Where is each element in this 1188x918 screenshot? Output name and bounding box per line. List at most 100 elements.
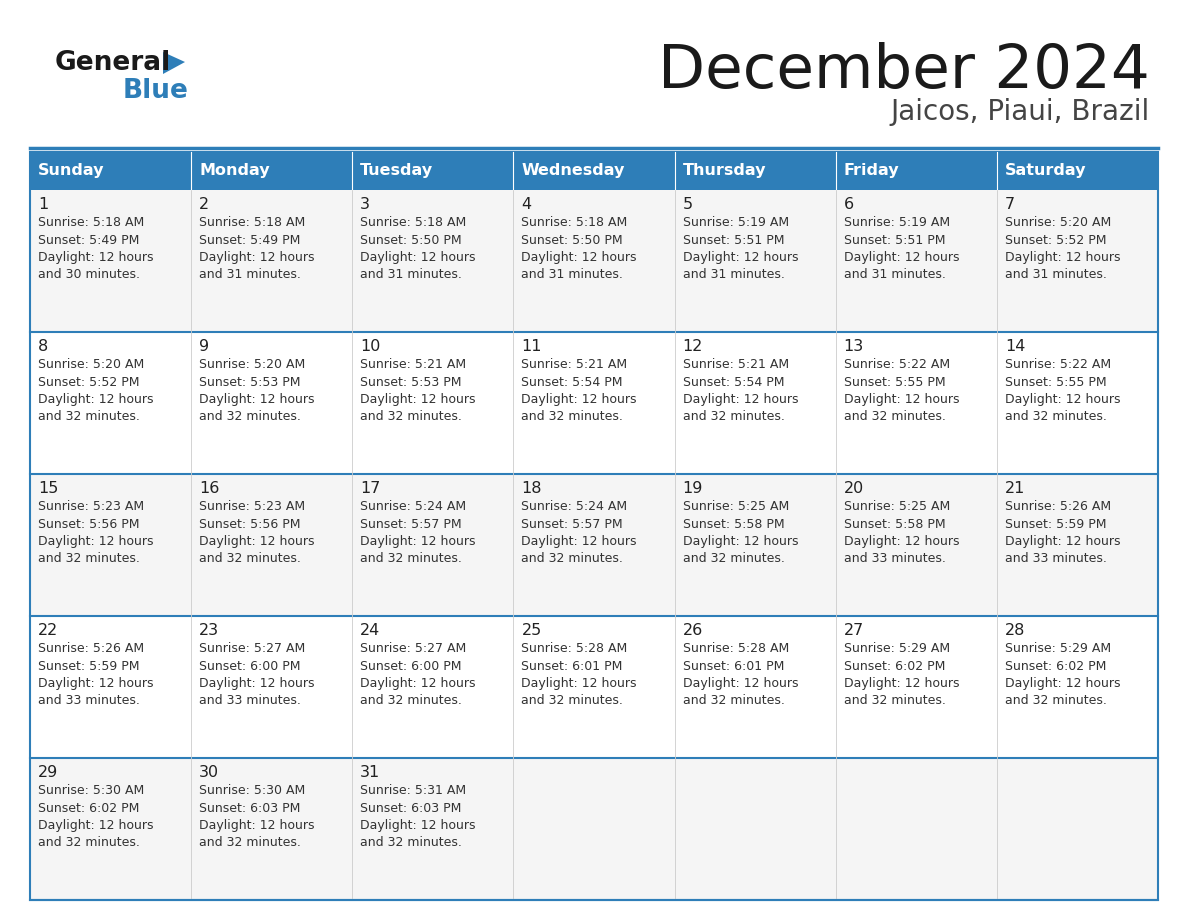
Text: Sunset: 6:03 PM: Sunset: 6:03 PM xyxy=(360,801,462,814)
Text: Sunrise: 5:20 AM: Sunrise: 5:20 AM xyxy=(200,358,305,371)
Text: Sunset: 6:00 PM: Sunset: 6:00 PM xyxy=(360,659,462,673)
Text: Daylight: 12 hours: Daylight: 12 hours xyxy=(1005,393,1120,406)
Bar xyxy=(675,616,835,758)
Text: Daylight: 12 hours: Daylight: 12 hours xyxy=(843,677,959,690)
Text: Sunrise: 5:18 AM: Sunrise: 5:18 AM xyxy=(38,216,144,229)
Text: Daylight: 12 hours: Daylight: 12 hours xyxy=(522,251,637,264)
Text: Sunrise: 5:28 AM: Sunrise: 5:28 AM xyxy=(522,642,627,655)
Text: and 32 minutes.: and 32 minutes. xyxy=(200,410,301,423)
Text: Sunset: 6:00 PM: Sunset: 6:00 PM xyxy=(200,659,301,673)
Bar xyxy=(353,616,513,758)
Text: Sunset: 5:55 PM: Sunset: 5:55 PM xyxy=(843,375,946,388)
Text: Sunset: 6:02 PM: Sunset: 6:02 PM xyxy=(843,659,946,673)
Text: Sunrise: 5:23 AM: Sunrise: 5:23 AM xyxy=(38,500,144,513)
Bar xyxy=(353,152,513,190)
Text: Sunrise: 5:29 AM: Sunrise: 5:29 AM xyxy=(1005,642,1111,655)
Bar xyxy=(835,616,997,758)
Text: 1: 1 xyxy=(38,197,49,212)
Text: 28: 28 xyxy=(1005,623,1025,638)
Text: Sunset: 5:53 PM: Sunset: 5:53 PM xyxy=(200,375,301,388)
Bar xyxy=(191,474,353,616)
Text: Sunset: 5:56 PM: Sunset: 5:56 PM xyxy=(200,518,301,531)
Text: Sunset: 5:59 PM: Sunset: 5:59 PM xyxy=(38,659,139,673)
Text: Sunrise: 5:30 AM: Sunrise: 5:30 AM xyxy=(200,784,305,797)
Text: and 32 minutes.: and 32 minutes. xyxy=(38,553,140,565)
Text: Sunset: 5:51 PM: Sunset: 5:51 PM xyxy=(683,233,784,247)
Bar xyxy=(513,152,675,190)
Bar xyxy=(675,758,835,900)
Text: and 32 minutes.: and 32 minutes. xyxy=(522,410,624,423)
Text: Sunset: 5:56 PM: Sunset: 5:56 PM xyxy=(38,518,139,531)
Text: and 32 minutes.: and 32 minutes. xyxy=(843,410,946,423)
Text: and 32 minutes.: and 32 minutes. xyxy=(360,553,462,565)
Text: and 32 minutes.: and 32 minutes. xyxy=(200,553,301,565)
Text: 31: 31 xyxy=(360,765,380,780)
Text: 11: 11 xyxy=(522,339,542,354)
Text: 22: 22 xyxy=(38,623,58,638)
Text: 21: 21 xyxy=(1005,481,1025,496)
Text: 25: 25 xyxy=(522,623,542,638)
Text: Sunrise: 5:19 AM: Sunrise: 5:19 AM xyxy=(843,216,950,229)
Text: and 32 minutes.: and 32 minutes. xyxy=(683,553,784,565)
Text: 27: 27 xyxy=(843,623,864,638)
Text: Sunrise: 5:27 AM: Sunrise: 5:27 AM xyxy=(360,642,467,655)
Bar xyxy=(997,190,1158,332)
Bar xyxy=(675,332,835,474)
Text: Daylight: 12 hours: Daylight: 12 hours xyxy=(200,677,315,690)
Text: and 31 minutes.: and 31 minutes. xyxy=(360,268,462,282)
Text: Daylight: 12 hours: Daylight: 12 hours xyxy=(360,819,475,832)
Text: Sunrise: 5:19 AM: Sunrise: 5:19 AM xyxy=(683,216,789,229)
Text: 18: 18 xyxy=(522,481,542,496)
Text: and 32 minutes.: and 32 minutes. xyxy=(843,695,946,708)
Text: 8: 8 xyxy=(38,339,49,354)
Text: Sunset: 5:57 PM: Sunset: 5:57 PM xyxy=(522,518,623,531)
Text: 19: 19 xyxy=(683,481,703,496)
Text: and 32 minutes.: and 32 minutes. xyxy=(38,836,140,849)
Text: Friday: Friday xyxy=(843,163,899,178)
Bar xyxy=(835,332,997,474)
Text: Daylight: 12 hours: Daylight: 12 hours xyxy=(38,535,153,548)
Bar xyxy=(30,474,191,616)
Text: Daylight: 12 hours: Daylight: 12 hours xyxy=(38,393,153,406)
Text: Daylight: 12 hours: Daylight: 12 hours xyxy=(38,677,153,690)
Text: Daylight: 12 hours: Daylight: 12 hours xyxy=(360,393,475,406)
Bar xyxy=(997,474,1158,616)
Text: and 32 minutes.: and 32 minutes. xyxy=(683,410,784,423)
Text: Sunrise: 5:20 AM: Sunrise: 5:20 AM xyxy=(38,358,144,371)
Text: 6: 6 xyxy=(843,197,854,212)
Bar xyxy=(675,190,835,332)
Text: Sunset: 5:49 PM: Sunset: 5:49 PM xyxy=(38,233,139,247)
Text: Monday: Monday xyxy=(200,163,270,178)
Text: December 2024: December 2024 xyxy=(658,42,1150,101)
Text: and 32 minutes.: and 32 minutes. xyxy=(360,695,462,708)
Text: Sunset: 5:49 PM: Sunset: 5:49 PM xyxy=(200,233,301,247)
Text: Daylight: 12 hours: Daylight: 12 hours xyxy=(522,677,637,690)
Bar xyxy=(835,190,997,332)
Bar xyxy=(675,474,835,616)
Text: Wednesday: Wednesday xyxy=(522,163,625,178)
Text: Sunset: 5:50 PM: Sunset: 5:50 PM xyxy=(360,233,462,247)
Text: Daylight: 12 hours: Daylight: 12 hours xyxy=(683,677,798,690)
Bar xyxy=(353,190,513,332)
Text: Sunset: 6:01 PM: Sunset: 6:01 PM xyxy=(683,659,784,673)
Text: Sunset: 6:02 PM: Sunset: 6:02 PM xyxy=(38,801,139,814)
Bar xyxy=(997,616,1158,758)
Text: 7: 7 xyxy=(1005,197,1015,212)
Text: and 33 minutes.: and 33 minutes. xyxy=(843,553,946,565)
Text: Sunrise: 5:25 AM: Sunrise: 5:25 AM xyxy=(683,500,789,513)
Text: Sunrise: 5:18 AM: Sunrise: 5:18 AM xyxy=(522,216,627,229)
Text: Sunrise: 5:18 AM: Sunrise: 5:18 AM xyxy=(200,216,305,229)
Text: 9: 9 xyxy=(200,339,209,354)
Text: Sunrise: 5:23 AM: Sunrise: 5:23 AM xyxy=(200,500,305,513)
Text: and 31 minutes.: and 31 minutes. xyxy=(200,268,301,282)
Text: Daylight: 12 hours: Daylight: 12 hours xyxy=(843,535,959,548)
Text: Sunrise: 5:22 AM: Sunrise: 5:22 AM xyxy=(1005,358,1111,371)
Text: Sunrise: 5:25 AM: Sunrise: 5:25 AM xyxy=(843,500,950,513)
Text: Daylight: 12 hours: Daylight: 12 hours xyxy=(200,251,315,264)
Bar xyxy=(513,190,675,332)
Text: Daylight: 12 hours: Daylight: 12 hours xyxy=(1005,535,1120,548)
Text: Sunset: 5:58 PM: Sunset: 5:58 PM xyxy=(843,518,946,531)
Text: Daylight: 12 hours: Daylight: 12 hours xyxy=(843,393,959,406)
Text: Sunrise: 5:26 AM: Sunrise: 5:26 AM xyxy=(1005,500,1111,513)
Text: Sunrise: 5:30 AM: Sunrise: 5:30 AM xyxy=(38,784,144,797)
